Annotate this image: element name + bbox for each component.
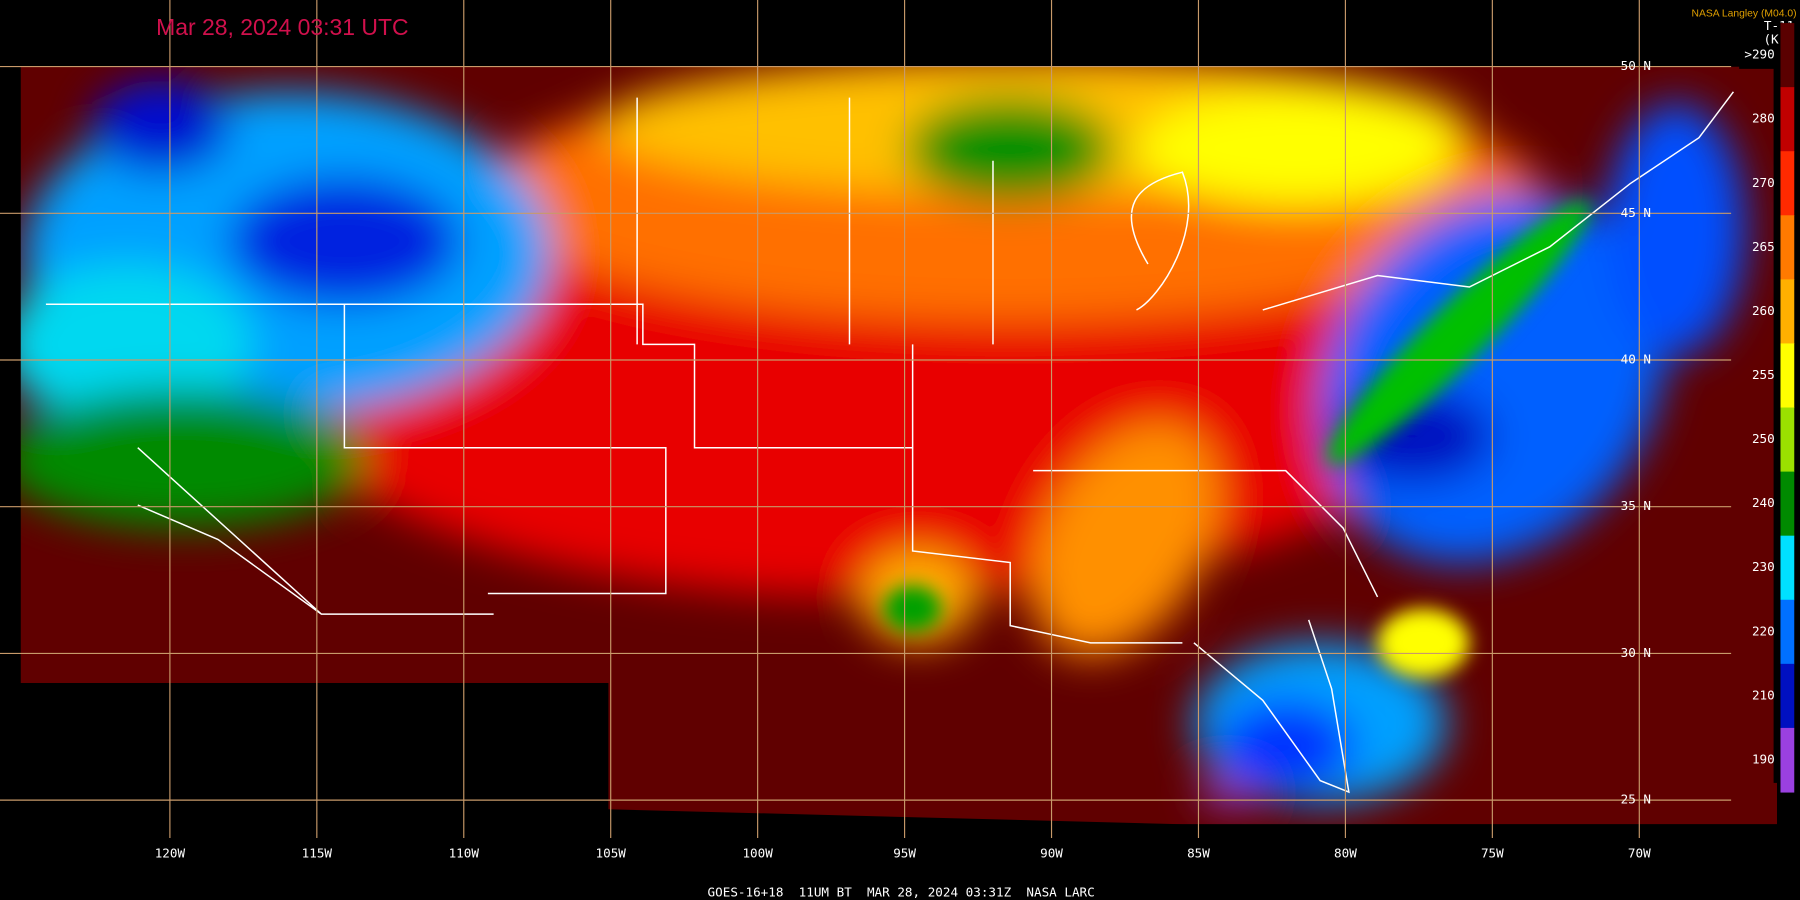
colorbar-label: 255	[1752, 367, 1775, 382]
colorbar-label: 250	[1752, 431, 1775, 446]
borders	[45, 91, 1735, 794]
longitude-label: 95W	[893, 846, 916, 861]
colorbar-segment	[1780, 23, 1795, 88]
colorbar-segment	[1780, 599, 1795, 665]
colorbar-label: 265	[1752, 239, 1775, 254]
colorbar-label: 210	[1752, 687, 1775, 702]
graticule	[0, 0, 1732, 839]
colorbar-label: >290	[1744, 47, 1774, 62]
colorbar-segment	[1780, 407, 1795, 473]
colorbar-segment	[1780, 279, 1795, 345]
longitude-label: 75W	[1481, 846, 1504, 861]
longitude-label: 110W	[449, 846, 480, 861]
colorbar-label: 230	[1752, 559, 1775, 574]
colorbar-label: 270	[1752, 175, 1775, 190]
latitude-label: 25 N	[1621, 792, 1651, 807]
colorbar-segment	[1780, 727, 1795, 793]
colorbar-label: 260	[1752, 303, 1775, 318]
longitude-label: 70W	[1628, 846, 1651, 861]
latitude-label: 50 N	[1621, 58, 1651, 73]
longitude-label: 120W	[155, 846, 186, 861]
colorbar-segment	[1780, 87, 1795, 152]
colorbar-segment	[1780, 535, 1795, 601]
colorbar-segment	[1780, 215, 1795, 280]
credit: NASA Langley (M04.0)	[1691, 9, 1796, 20]
colorbar-segment	[1780, 471, 1795, 537]
latitude-label: 30 N	[1621, 645, 1651, 660]
colorbar-label: 280	[1752, 111, 1775, 126]
latitude-label: 40 N	[1621, 352, 1651, 367]
footer-caption: GOES-16+18 11UM BT MAR 28, 2024 03:31Z N…	[708, 885, 1095, 900]
longitude-label: 105W	[596, 846, 627, 861]
longitude-label: 90W	[1040, 846, 1063, 861]
colorbar-segment	[1780, 663, 1795, 729]
colorbar-label: 190	[1752, 751, 1775, 766]
longitude-label: 80W	[1334, 846, 1357, 861]
latitude-label: 35 N	[1621, 498, 1651, 513]
colorbar-label: 240	[1752, 495, 1775, 510]
graticule-labels: 120W 115W 110W 105W 100W 95W 90W 85W 80W 75W 70W 50…	[155, 58, 1651, 861]
colorbar-segment	[1780, 151, 1795, 216]
latitude-label: 45 N	[1621, 205, 1651, 220]
longitude-label: 85W	[1187, 846, 1210, 861]
colorbar-segment	[1780, 343, 1795, 409]
timestamp: Mar 28, 2024 03:31 UTC	[156, 14, 408, 40]
colorbar: >290 280 270 265 260 255 250 240 230 220 210 190	[1744, 23, 1800, 793]
longitude-label: 115W	[302, 846, 333, 861]
longitude-label: 100W	[742, 846, 773, 861]
colorbar-label: 220	[1752, 623, 1775, 638]
